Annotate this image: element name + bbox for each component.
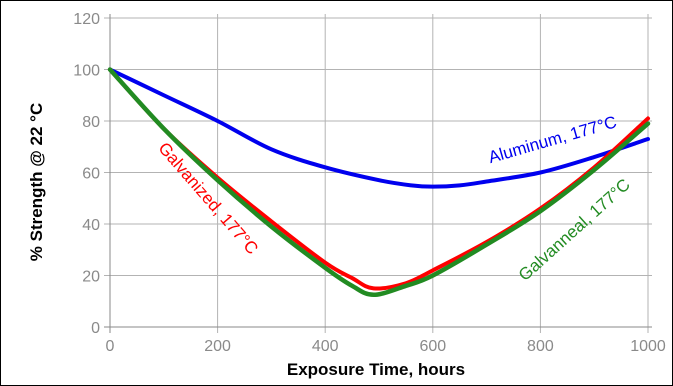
x-tick-label: 1000 [630,338,666,355]
y-tick-label: 0 [91,320,100,337]
y-tick-label: 100 [73,63,100,80]
x-tick-label: 0 [106,338,115,355]
series-line-aluminum [108,67,650,189]
x-tick-label: 600 [419,338,446,355]
x-tick-label: 800 [527,338,554,355]
series-lines [107,67,651,298]
series-line-galvanneal [107,67,651,298]
y-tick-label: 80 [82,114,100,131]
y-tick-label: 60 [82,166,100,183]
x-tick-label: 200 [204,338,231,355]
y-tick-label: 120 [73,11,100,28]
x-axis-label: Exposure Time, hours [287,360,465,379]
gridlines [104,14,652,333]
y-tick-label: 20 [82,269,100,286]
y-axis-label: % Strength @ 22 °C [27,103,46,261]
tick-labels: 0 200 400 600 800 1000 0 20 40 60 80 100 120 [73,11,666,355]
x-tick-label: 400 [312,338,339,355]
y-tick-label: 40 [82,217,100,234]
